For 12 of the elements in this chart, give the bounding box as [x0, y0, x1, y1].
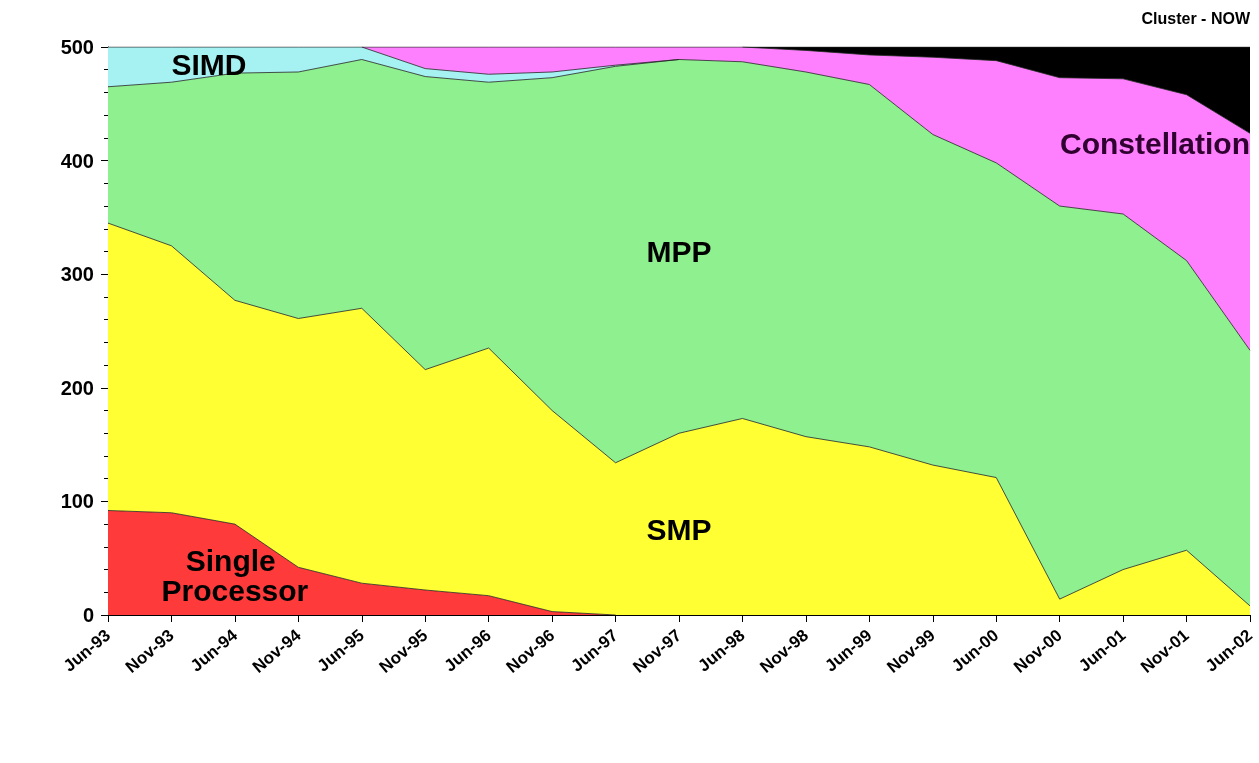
y-tick-label: 500 — [60, 36, 94, 58]
series-label: Single Processor — [161, 543, 309, 607]
y-tick-label: 300 — [60, 263, 94, 286]
y-tick-label: 100 — [60, 490, 94, 513]
y-tick-label: 0 — [82, 604, 94, 626]
y-tick-label: 200 — [60, 376, 94, 399]
series-label: MPP — [646, 234, 712, 268]
series-label: Constellation — [1059, 127, 1250, 161]
series-label: SIMD — [171, 47, 247, 81]
series-label: Cluster - NOW — [1141, 10, 1251, 28]
series-label: SMP — [646, 513, 712, 547]
y-tick-label: 400 — [60, 149, 94, 172]
